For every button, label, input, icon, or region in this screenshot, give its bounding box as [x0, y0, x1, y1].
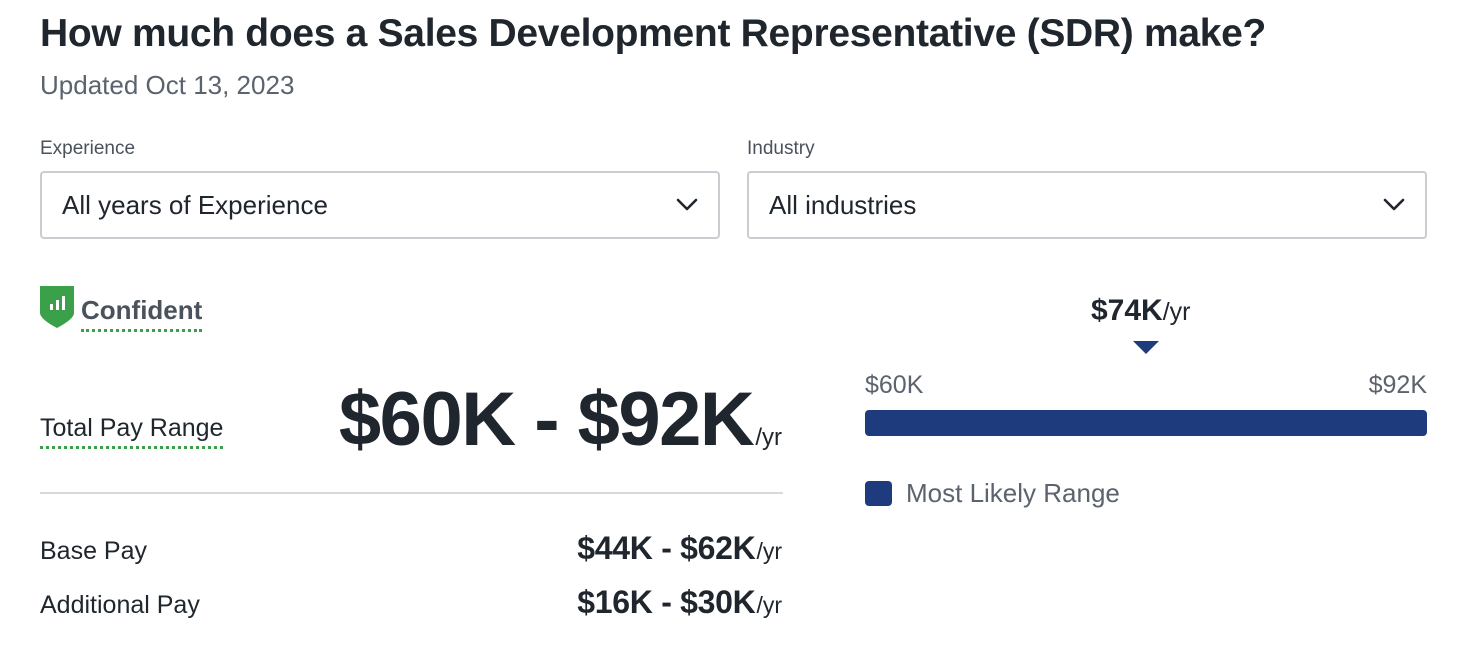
base-pay-unit: /yr	[756, 538, 782, 564]
median-pay-amount: $74K	[1091, 294, 1163, 327]
total-pay-range: $60K - $92K /yr	[339, 376, 782, 463]
divider	[40, 492, 783, 494]
legend-label: Most Likely Range	[906, 478, 1120, 508]
median-marker-icon	[1133, 341, 1159, 354]
industry-select-value: All industries	[769, 189, 917, 220]
additional-pay-amount: $16K - $30K	[577, 584, 756, 620]
median-pay: $74K /yr	[1091, 294, 1191, 328]
chevron-down-icon	[676, 198, 698, 211]
total-pay-label[interactable]: Total Pay Range	[40, 414, 224, 449]
base-pay-amount: $44K - $62K	[577, 530, 756, 566]
median-pay-unit: /yr	[1162, 298, 1191, 326]
base-pay-label: Base Pay	[40, 537, 148, 565]
updated-date: Updated Oct 13, 2023	[40, 70, 295, 100]
confidence-label[interactable]: Confident	[81, 295, 203, 332]
experience-select-value: All years of Experience	[62, 189, 328, 220]
confidence-shield-icon	[40, 286, 74, 328]
total-pay-unit: /yr	[755, 424, 782, 451]
chevron-down-icon	[1383, 198, 1405, 211]
base-pay-range: $44K - $62K /yr	[577, 530, 782, 567]
industry-select[interactable]: All industries	[747, 171, 1427, 239]
most-likely-range-bar	[865, 410, 1427, 436]
additional-pay-unit: /yr	[756, 592, 782, 618]
industry-filter-label: Industry	[747, 138, 815, 159]
experience-filter-label: Experience	[40, 138, 136, 159]
range-max-label: $92K	[1368, 371, 1427, 399]
additional-pay-label: Additional Pay	[40, 591, 200, 619]
range-min-label: $60K	[865, 371, 924, 399]
additional-pay-range: $16K - $30K /yr	[577, 584, 782, 621]
page-title: How much does a Sales Development Repres…	[40, 12, 1267, 55]
experience-select[interactable]: All years of Experience	[40, 171, 720, 239]
total-pay-amount: $60K - $92K	[338, 377, 755, 462]
legend-swatch	[865, 481, 892, 506]
